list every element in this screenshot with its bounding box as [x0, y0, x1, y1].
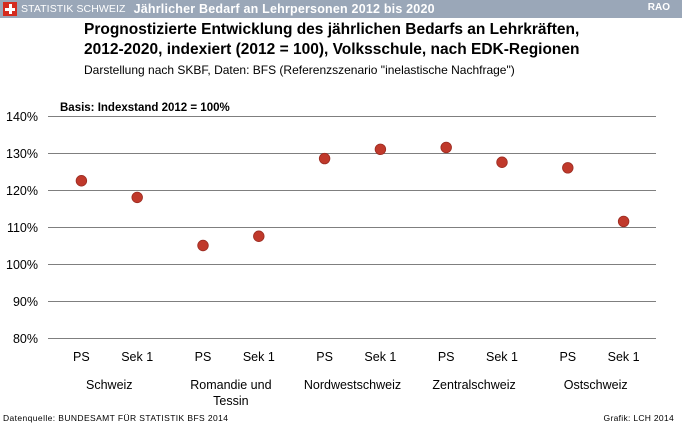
swiss-cross-icon [3, 2, 17, 16]
data-points [75, 141, 630, 252]
x-tick-label: PS [559, 350, 576, 364]
y-tick-label: 110% [7, 221, 38, 235]
chart-title: Prognostizierte Entwicklung des jährlich… [84, 20, 674, 60]
chart-annotation: Basis: Indexstand 2012 = 100% [60, 102, 230, 114]
group-label: Schweiz [86, 378, 133, 392]
y-tick-label: 120% [6, 184, 38, 198]
data-point [440, 141, 452, 154]
x-tick-label: Sek 1 [608, 350, 640, 364]
data-point [374, 143, 387, 156]
x-tick-label: PS [73, 350, 90, 364]
x-tick-label: Sek 1 [364, 350, 396, 364]
y-tick-label: 130% [6, 147, 38, 161]
data-point [617, 215, 630, 228]
data-point [75, 175, 88, 187]
brand-label: STATISTIK SCHWEIZ [21, 3, 126, 15]
group-label: Ostschweiz [564, 378, 628, 392]
data-point [496, 156, 508, 168]
y-tick-label: 80% [13, 332, 38, 346]
footer-source: Datenquelle: BUNDESAMT FÜR STATISTIK BFS… [3, 413, 229, 423]
chart-title-line-1: Prognostizierte Entwicklung des jährlich… [84, 21, 580, 38]
grid-layer [48, 116, 656, 339]
y-tick-label: 100% [6, 258, 38, 272]
x-tick-label: Sek 1 [121, 350, 153, 364]
data-point [562, 162, 574, 174]
footer-credit: Grafik: LCH 2014 [603, 413, 674, 423]
header-bar: STATISTIK SCHWEIZ Jährlicher Bedarf an L… [0, 0, 682, 18]
y-tick-labels: 80% 90% 100% 110% 120% 130% 140% [6, 110, 38, 346]
x-tick-label: PS [438, 350, 455, 364]
x-tick-labels: PS Sek 1 PS Sek 1 PS Sek 1 PS Sek 1 PS Sek 1 [73, 350, 640, 364]
data-point [197, 239, 209, 252]
data-point [318, 152, 331, 165]
x-tick-label: PS [316, 350, 333, 364]
header-code: RAO [647, 2, 670, 13]
y-tick-label: 90% [13, 295, 38, 309]
group-label: Nordwestschweiz [304, 378, 401, 392]
group-label: Zentralschweiz [432, 378, 515, 392]
x-tick-label: Sek 1 [486, 350, 518, 364]
data-point [131, 191, 143, 204]
chart-subtitle: Darstellung nach SKBF, Daten: BFS (Refer… [84, 63, 515, 77]
data-point [253, 230, 265, 242]
group-label: Romandie und [190, 378, 271, 392]
x-tick-label: PS [195, 350, 212, 364]
chart-title-line-2: 2012-2020, indexiert (2012 = 100), Volks… [84, 41, 580, 58]
group-labels: Schweiz Romandie und Tessin Nordwestschweiz… [86, 378, 628, 408]
group-label: Tessin [213, 394, 248, 408]
x-tick-label: Sek 1 [243, 350, 275, 364]
header-title: Jährlicher Bedarf an Lehrpersonen 2012 b… [133, 2, 435, 16]
y-tick-label: 140% [6, 110, 38, 124]
